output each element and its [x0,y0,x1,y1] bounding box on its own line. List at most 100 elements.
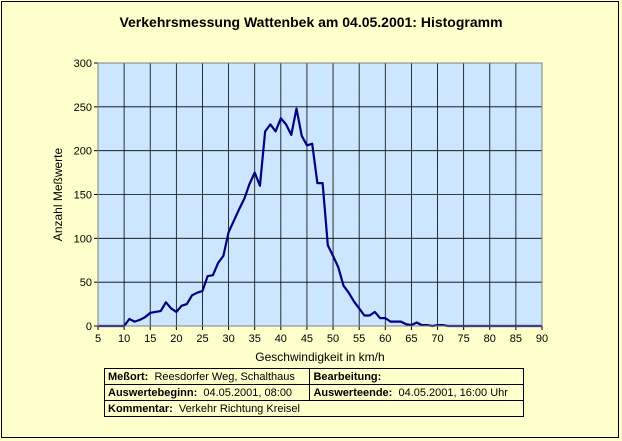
data-point [374,311,376,313]
chart-title: Verkehrsmessung Wattenbek am 04.05.2001:… [119,14,503,30]
messort-cell: Meßort: Reesdorfer Weg, Schalthaus [103,368,311,385]
x-tick-label: 75 [458,333,470,345]
data-point [149,312,152,314]
data-point [327,244,329,247]
x-tick-label: 20 [170,333,182,345]
y-tick-label: 200 [74,146,92,158]
data-point [342,284,345,287]
data-point [133,320,136,323]
x-tick-label: 40 [275,333,287,345]
info-row: Kommentar: Verkehr Richtung Kreisel [104,400,524,417]
data-point [394,320,397,323]
data-point [206,275,209,277]
data-point [191,294,193,297]
data-point [285,123,287,126]
x-tick-label: 85 [510,333,522,345]
data-point [337,266,340,269]
data-point [363,314,366,317]
bearbeitung-cell: Bearbeitung: [309,368,524,385]
data-point [175,311,178,313]
data-point [368,314,371,317]
x-tick-label: 50 [327,333,339,345]
data-point [227,231,230,233]
x-tick-label: 80 [484,333,496,345]
data-point [290,134,293,136]
y-tick-label: 250 [74,102,92,114]
auswerteende-value: 04.05.2001, 16:00 Uhr [398,386,508,399]
info-row: Auswertebeginn: 04.05.2001, 08:00 Auswer… [103,384,524,401]
x-tick-label: 45 [301,333,313,345]
data-point [353,300,355,303]
x-tick-label: 30 [222,333,234,345]
plot-border [97,62,543,327]
data-point [264,130,266,133]
x-tick-label: 25 [196,333,208,345]
y-tick-label: 50 [80,277,92,289]
messort-value: Reesdorfer Weg, Schalthaus [154,370,295,383]
data-point [248,183,251,185]
kommentar-label: Kommentar: [108,402,173,415]
x-tick-label: 10 [118,333,130,345]
data-point [217,262,219,264]
data-point [300,134,303,137]
data-point [186,303,188,305]
data-point [233,220,235,222]
info-row: Meßort: Reesdorfer Weg, Schalthaus Bearb… [103,368,524,385]
data-point [259,184,261,187]
data-point [311,142,313,145]
auswerteende-cell: Auswerteende: 04.05.2001, 16:00 Uhr [309,384,524,401]
auswerteende-label: Auswerteende: [313,386,393,399]
x-tick-label: 65 [405,333,417,345]
data-point [201,290,204,292]
data-point [253,171,256,174]
data-point [332,255,334,257]
auswertebeginn-label: Auswertebeginn: [108,386,198,399]
data-point [144,316,146,319]
data-point [196,291,199,294]
data-point [159,310,162,312]
data-point [384,317,387,319]
data-point [306,144,308,147]
messort-label: Meßort: [108,370,149,383]
bearbeitung-label: Bearbeitung: [313,370,382,383]
x-tick-label: 15 [144,333,156,345]
data-point [415,321,418,324]
y-tick-label: 0 [86,321,92,333]
data-point [269,123,272,126]
data-point [389,320,392,323]
data-point [212,274,214,276]
x-tick-label: 70 [431,333,443,345]
y-tick-label: 100 [74,233,92,245]
kommentar-value: Verkehr Richtung Kreisel [178,402,300,415]
data-point [170,307,172,310]
x-tick-label: 5 [95,333,101,345]
x-tick-label: 90 [536,333,548,345]
data-point [222,255,225,257]
info-table: Meßort: Reesdorfer Weg, Schalthaus Bearb… [103,368,524,417]
data-point [358,307,360,310]
kommentar-cell: Kommentar: Verkehr Richtung Kreisel [104,400,524,417]
x-axis-label: Geschwindigkeit in km/h [255,350,384,364]
data-point [321,182,324,184]
data-point [180,305,183,307]
data-point [238,208,240,211]
y-tick-label: 150 [74,190,92,202]
data-point [280,117,282,120]
data-point [128,318,131,320]
data-point [379,317,381,319]
y-axis-label: Anzahl Meßwerte [51,147,65,241]
x-tick-label: 60 [379,333,391,345]
data-point [138,319,141,321]
auswertebeginn-value: 04.05.2001, 08:00 [203,386,293,399]
data-point [154,311,157,313]
data-point [347,291,350,294]
data-point [274,130,277,133]
auswertebeginn-cell: Auswertebeginn: 04.05.2001, 08:00 [103,384,311,401]
data-point [316,182,319,184]
data-point [243,198,246,200]
data-point [295,107,298,110]
data-point [400,320,402,323]
data-point [405,323,407,326]
